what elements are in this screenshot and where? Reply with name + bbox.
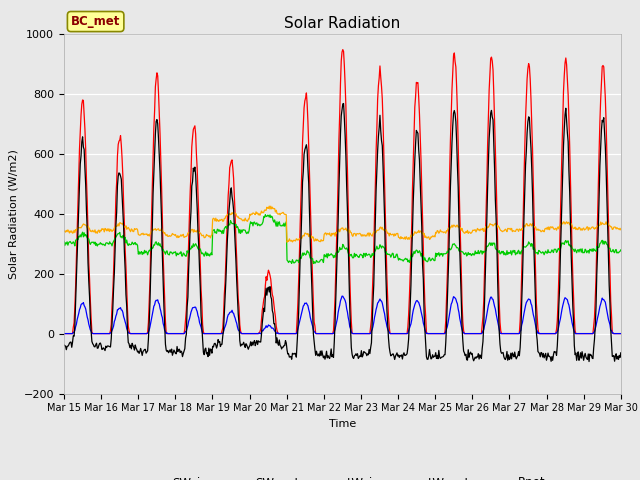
Rnet [70,334,78,339]
LW_out [214,216,221,222]
Rnet [340,101,348,107]
LW_out [283,240,291,245]
LW_in [127,241,135,247]
SW_out [70,329,78,335]
SW_out [184,323,192,328]
LW_in [184,250,192,256]
LW_in [60,239,68,244]
Rnet [411,157,419,163]
Text: BC_met: BC_met [71,15,120,28]
Line: SW_in: SW_in [64,49,621,334]
SW_out [127,331,135,336]
Line: Rnet: Rnet [64,104,621,361]
LW_in [70,240,78,246]
SW_in [70,320,78,325]
Y-axis label: Solar Radiation (W/m2): Solar Radiation (W/m2) [8,149,18,278]
LW_out [428,234,436,240]
LW_in [214,227,221,232]
Line: LW_in: LW_in [64,215,621,264]
SW_in [411,104,419,110]
LW_out [617,227,625,233]
LW_out [127,226,135,232]
Line: SW_out: SW_out [64,296,621,334]
SW_in [428,331,435,336]
Rnet [428,356,435,362]
LW_out [60,228,68,234]
Rnet [127,346,135,352]
SW_in [127,331,135,336]
SW_out [411,302,419,308]
SW_out [60,331,68,336]
Rnet [214,343,221,348]
LW_out [70,228,78,233]
Rnet [184,294,192,300]
LW_out [266,203,273,209]
SW_in [339,47,347,52]
SW_in [184,264,192,270]
SW_out [617,331,625,336]
LW_in [428,256,436,262]
SW_out [214,331,221,336]
X-axis label: Time: Time [329,419,356,429]
SW_out [339,293,347,299]
Line: LW_out: LW_out [64,206,621,242]
LW_out [184,230,192,236]
SW_in [60,331,68,336]
LW_in [617,247,625,253]
LW_in [310,261,317,266]
Title: Solar Radiation: Solar Radiation [284,16,401,31]
SW_out [428,331,435,336]
Rnet [585,359,593,364]
SW_in [214,331,221,336]
SW_in [617,331,625,336]
Rnet [617,350,625,356]
LW_out [412,230,419,236]
Rnet [60,342,68,348]
Legend: SW_in, SW_out, LW_in, LW_out, Rnet: SW_in, SW_out, LW_in, LW_out, Rnet [135,471,550,480]
LW_in [262,212,269,217]
LW_in [412,248,419,254]
